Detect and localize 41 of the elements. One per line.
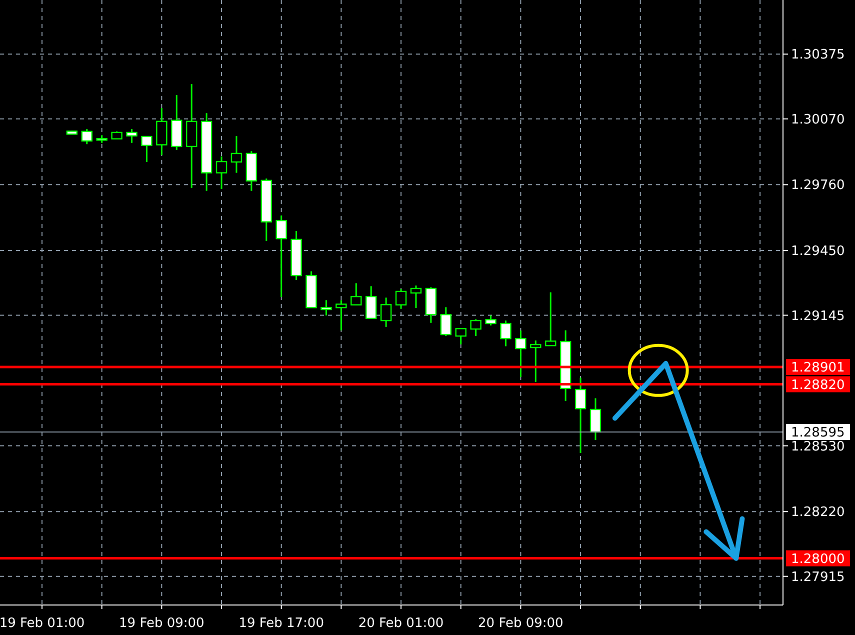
candlestick xyxy=(455,328,466,346)
candlestick xyxy=(590,397,602,441)
y-tick-label: 1.30070 xyxy=(791,112,845,128)
candlestick xyxy=(126,128,138,144)
candlestick xyxy=(336,299,347,332)
y-tick-label: 1.28220 xyxy=(791,505,845,520)
candlestick xyxy=(276,214,287,298)
candlestick xyxy=(410,284,422,309)
candlestick xyxy=(470,318,482,337)
y-tick-label: 1.29450 xyxy=(791,244,845,260)
x-tick-label: 19 Feb 09:00 xyxy=(119,616,204,631)
y-tick-label: 1.29760 xyxy=(791,178,845,194)
candlestick xyxy=(395,288,407,310)
x-tick-label: 19 Feb 17:00 xyxy=(238,616,324,631)
candlestick xyxy=(515,330,526,378)
candlestick xyxy=(545,292,556,346)
candlestick xyxy=(530,340,542,383)
y-tick-label: 1.30375 xyxy=(791,48,845,63)
candlestick xyxy=(350,282,362,306)
x-tick-label: 20 Feb 01:00 xyxy=(358,616,444,631)
candlestick xyxy=(156,107,168,156)
candlestick xyxy=(320,299,332,316)
candlestick xyxy=(366,285,377,320)
candlestick xyxy=(81,128,92,145)
y-tick-label: 1.29145 xyxy=(791,308,845,324)
y-tick-label: 1.27915 xyxy=(791,570,845,585)
x-tick-label: 20 Feb 09:00 xyxy=(478,616,564,631)
candlestick xyxy=(485,314,496,326)
candlestick xyxy=(230,135,242,174)
ref-line-label: 1.28000 xyxy=(791,552,845,567)
candlestick xyxy=(141,136,152,163)
ref-line-label: 1.28595 xyxy=(791,426,845,441)
ref-line-label: 1.28901 xyxy=(791,360,845,376)
ref-line-label: 1.28820 xyxy=(791,378,845,393)
candlestick xyxy=(380,296,392,328)
y-tick-label: 1.28530 xyxy=(791,439,845,454)
candlestick xyxy=(574,376,586,454)
x-tick-label: 19 Feb 01:00 xyxy=(0,616,85,631)
candlestick xyxy=(216,156,228,190)
candlestick xyxy=(440,306,452,337)
candlestick xyxy=(500,320,512,347)
